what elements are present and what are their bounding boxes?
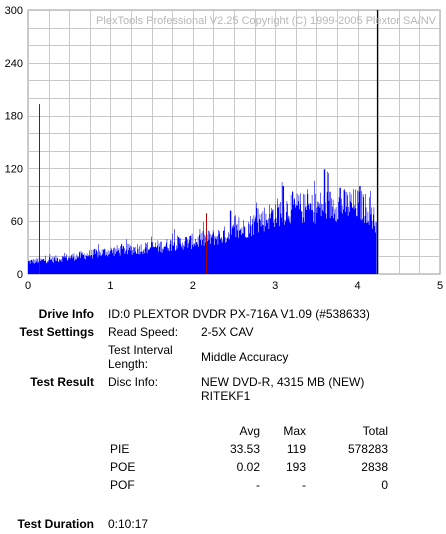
stats-row-avg: 33.53 [229, 442, 260, 456]
pie-histogram [28, 171, 377, 274]
y-tick-label: 180 [5, 111, 23, 123]
y-tick-label: 60 [11, 216, 23, 228]
stats-row-total: 578283 [347, 442, 388, 456]
x-tick-label: 1 [107, 280, 113, 292]
read-speed-label: Read Speed: [108, 325, 179, 339]
test-result-label: Test Result [30, 375, 94, 389]
stats-row-avg: 0.02 [236, 460, 260, 474]
data-series-pie [28, 169, 377, 274]
stats-row-name: POF [110, 478, 135, 492]
stats-row-max: 193 [285, 460, 306, 474]
test-interval-value: Middle Accuracy [201, 350, 289, 364]
watermark: PlexTools Professional V2.25 Copyright (… [96, 15, 437, 27]
pie-peak-bar [339, 187, 341, 274]
drive-info-value: ID:0 PLEXTOR DVDR PX-716A V1.09 (#538633… [108, 307, 370, 321]
pie-chart: 0 60 120 180 240 300 0 1 2 3 4 5 PlexTools Profess… [5, 5, 443, 292]
x-tick-label: 2 [190, 280, 196, 292]
pie-peak-bar [282, 186, 285, 274]
stats-row-max: - [302, 478, 306, 492]
disc-info-value-line1: NEW DVD-R, 4315 MB (NEW) [201, 375, 365, 389]
x-tick-label: 4 [355, 280, 361, 292]
pie-peak-bar [323, 169, 326, 274]
x-tick-label: 0 [25, 280, 31, 292]
y-axis-ticks: 0 60 120 180 240 300 [5, 5, 23, 281]
data-markers [39, 10, 379, 274]
y-tick-label: 0 [17, 269, 23, 281]
stats-row-total: 2838 [361, 460, 388, 474]
stats-header-max: Max [283, 424, 306, 438]
y-tick-label: 240 [5, 58, 23, 70]
pie-peak-bar [359, 186, 361, 274]
x-tick-label: 3 [272, 280, 278, 292]
stats-header-total: Total [362, 424, 388, 438]
test-duration-value: 0:10:17 [108, 517, 149, 531]
stats-row-max: 119 [286, 442, 306, 456]
stats-row-name: PIE [110, 442, 130, 456]
pie-peak-bar [229, 210, 232, 274]
y-tick-label: 300 [5, 5, 23, 17]
stats-header-avg: Avg [239, 424, 260, 438]
disc-info-value-line2: RITEKF1 [201, 389, 251, 403]
x-tick-label: 5 [437, 280, 443, 292]
test-settings-label: Test Settings [19, 325, 94, 339]
y-tick-label: 120 [5, 163, 23, 175]
x-axis-ticks: 0 1 2 3 4 5 [25, 280, 443, 292]
drive-info-label: Drive Info [38, 307, 94, 321]
grid [28, 10, 441, 275]
stats-row-total: 0 [381, 478, 388, 492]
test-interval-label-line2: Length: [108, 357, 149, 371]
test-interval-label-line1: Test Interval [108, 343, 173, 357]
read-speed-value: 2-5X CAV [201, 325, 254, 339]
disc-info-label: Disc Info: [108, 375, 159, 389]
stats-row-name: POE [110, 460, 136, 474]
stats-row-avg: - [256, 478, 260, 492]
test-duration-label: Test Duration [17, 517, 94, 531]
